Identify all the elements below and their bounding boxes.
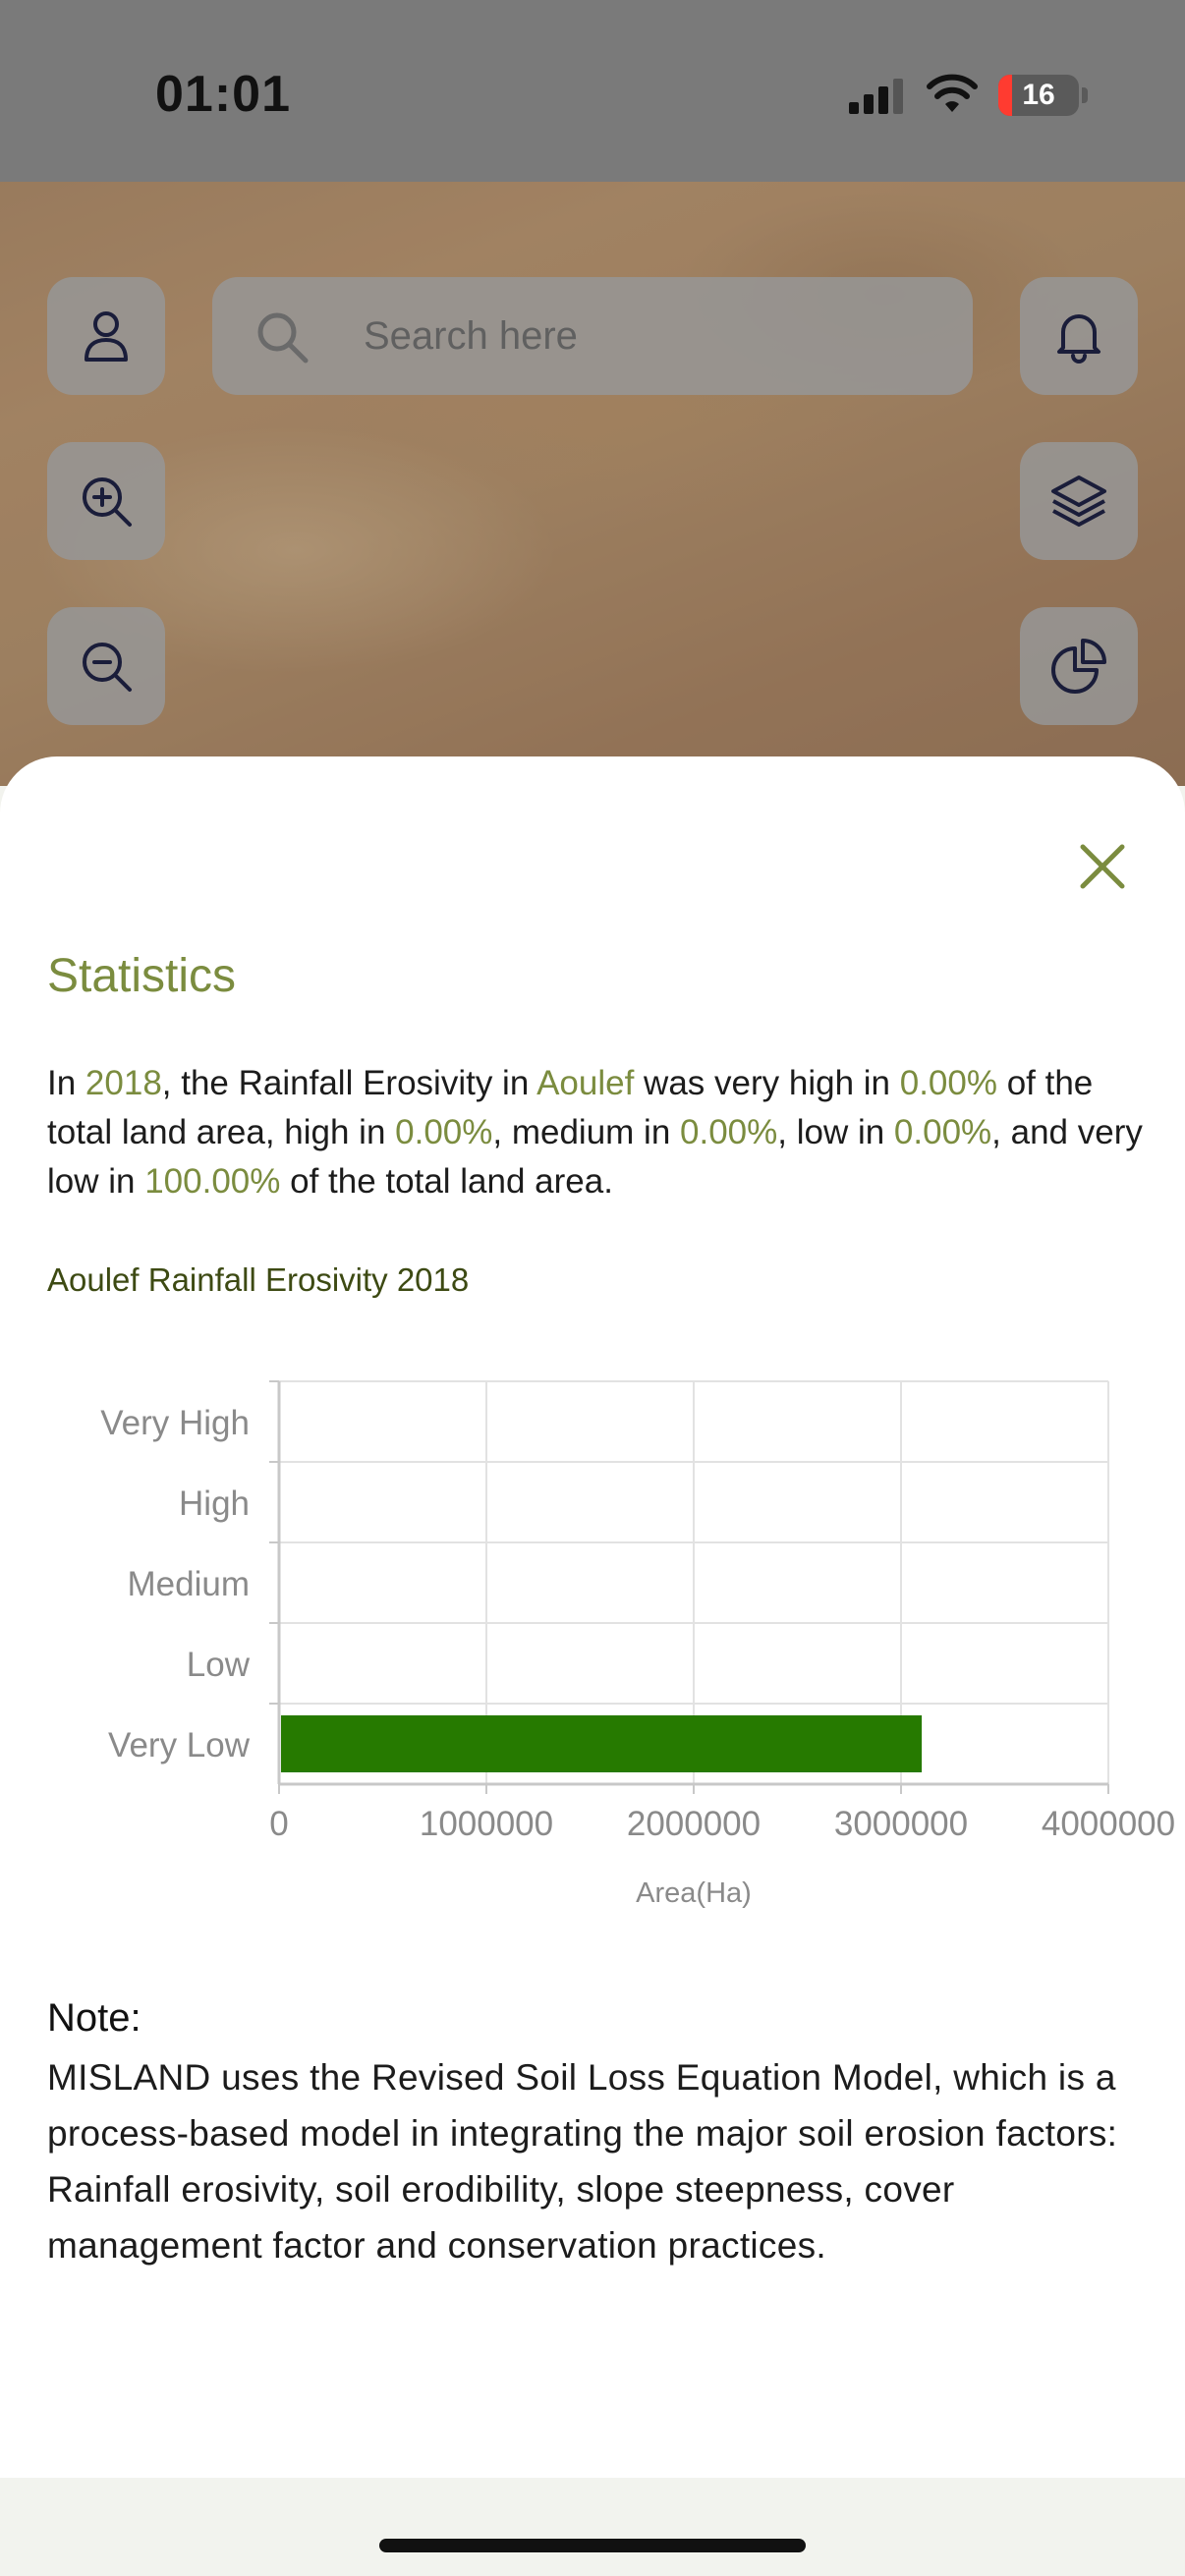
summary-text: was very high in: [634, 1064, 900, 1102]
zoom-out-icon: [83, 643, 132, 692]
summary-text: In: [47, 1064, 85, 1102]
bell-icon: [1057, 314, 1100, 364]
statistics-summary: In 2018, the Rainfall Erosivity in Aoule…: [47, 1059, 1148, 1206]
summary-low-value: 0.00%: [893, 1113, 992, 1151]
summary-text: , the Rainfall Erosivity in: [161, 1064, 537, 1102]
close-button[interactable]: [1073, 837, 1132, 896]
y-tick-label: High: [179, 1484, 250, 1523]
summary-year: 2018: [85, 1064, 162, 1102]
y-tick-label: Low: [187, 1646, 251, 1684]
zoom-in-icon: [83, 477, 132, 527]
note-body: MISLAND uses the Revised Soil Loss Equat…: [47, 2057, 1118, 2266]
x-axis-label: Area(Ha): [636, 1877, 752, 1909]
summary-text: , medium in: [492, 1113, 681, 1151]
erosivity-bar-chart: Very High High Medium Low Very Low 0 1000000 20…: [100, 1380, 1175, 1909]
close-icon: [1080, 844, 1125, 889]
x-tick-label: 4000000: [1042, 1805, 1175, 1843]
x-tick-label: 2000000: [627, 1805, 761, 1843]
summary-text: of the total land area.: [280, 1162, 613, 1201]
layers-button[interactable]: [1020, 442, 1138, 560]
statistics-sheet: [0, 756, 1185, 2478]
y-tick-label: Very High: [100, 1404, 250, 1442]
battery-icon: 16: [998, 75, 1079, 116]
summary-high-value: 0.00%: [395, 1113, 493, 1151]
search-bar[interactable]: [212, 277, 973, 395]
cellular-signal-icon: [849, 79, 903, 114]
search-icon: [257, 312, 309, 364]
summary-text: , low in: [777, 1113, 894, 1151]
note-heading: Note:: [47, 1996, 141, 2040]
battery-level-text: 16: [1022, 79, 1055, 111]
status-time: 01:01: [155, 66, 291, 123]
summary-very-high-value: 0.00%: [899, 1064, 997, 1102]
x-tick-label: 0: [269, 1805, 288, 1843]
summary-text: of the total land area, high in: [47, 1064, 1094, 1151]
x-tick-label: 3000000: [834, 1805, 968, 1843]
battery-tip: [1082, 87, 1088, 103]
summary-place: Aoulef: [536, 1064, 635, 1102]
summary-text: , and very low in: [47, 1113, 1143, 1201]
y-tick-label: Very Low: [108, 1726, 251, 1764]
bar-very-low: [281, 1715, 923, 1772]
notifications-button[interactable]: [1020, 277, 1138, 395]
home-indicator-area: [0, 2478, 1185, 2576]
home-indicator[interactable]: [379, 2539, 806, 2552]
y-tick-label: Medium: [128, 1565, 250, 1603]
statistics-button[interactable]: [1020, 607, 1138, 725]
summary-medium-value: 0.00%: [680, 1113, 778, 1151]
battery-level-fill: [998, 75, 1012, 116]
zoom-out-button[interactable]: [47, 607, 165, 725]
chart-title: Aoulef Rainfall Erosivity 2018: [47, 1261, 470, 1298]
status-bar: 01:01 16: [0, 0, 1185, 182]
x-tick-label: 1000000: [420, 1805, 553, 1843]
pie-chart-icon: [1051, 639, 1106, 694]
user-icon: [85, 311, 128, 362]
layers-icon: [1051, 476, 1106, 527]
summary-very-low-value: 100.00%: [144, 1162, 281, 1201]
profile-button[interactable]: [47, 277, 165, 395]
wifi-icon: [927, 74, 978, 112]
zoom-in-button[interactable]: [47, 442, 165, 560]
search-input[interactable]: [364, 297, 933, 375]
statistics-title: Statistics: [47, 950, 237, 1002]
